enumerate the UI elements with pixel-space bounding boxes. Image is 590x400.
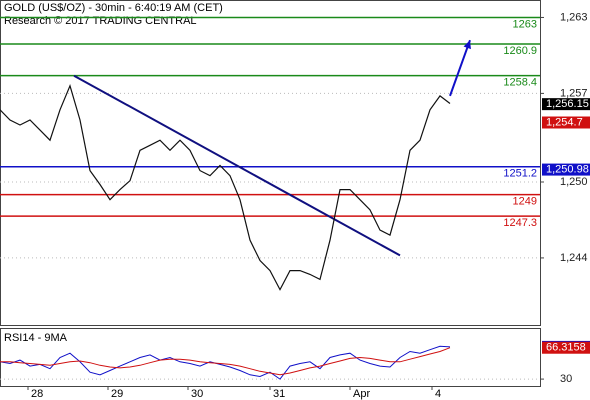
x-tick-label: Apr [353, 388, 370, 400]
price-tag-label: 1,256.15 [546, 98, 589, 110]
price-tag [542, 116, 590, 129]
arrow-head [463, 40, 471, 50]
level-label: 1260.9 [503, 45, 537, 57]
x-tick-label: 31 [273, 388, 285, 400]
trendline [73, 74, 401, 257]
rsi-panel [0, 328, 541, 387]
x-tick-label: 29 [111, 388, 123, 400]
rsi-title: RSI14 - 9MA [4, 332, 68, 344]
y-tick-label: 1,250 [560, 176, 588, 188]
chart-title: GOLD (US$/OZ) - 30min - 6:40:19 AM (CET) [4, 2, 223, 14]
level-label: 1258.4 [503, 77, 537, 89]
price-panel [0, 0, 541, 326]
price-line [0, 84, 451, 291]
price-tag [542, 98, 590, 111]
arrow [449, 39, 471, 97]
y-tick-label: 30 [560, 373, 572, 385]
x-tick-label: 28 [31, 388, 43, 400]
level-label: 1249 [513, 196, 537, 208]
price-tag-label: 1,250.98 [546, 163, 589, 175]
price-tag-label: 1,254.7 [546, 116, 583, 128]
price-tag-label: 66.3158 [546, 342, 586, 354]
x-tick-label: 30 [191, 388, 203, 400]
price-tag [542, 341, 590, 354]
level-label: 1247.3 [503, 217, 537, 229]
level-label: 1251.2 [503, 168, 537, 180]
level-label: 1263 [513, 18, 537, 30]
series-line [0, 345, 451, 380]
series-line [0, 347, 451, 376]
y-tick-label: 1,263 [560, 11, 588, 23]
price-tag [542, 163, 590, 176]
y-tick-label: 1,257 [560, 87, 588, 99]
x-tick-label: 4 [435, 388, 441, 400]
y-tick-label: 1,244 [560, 252, 588, 264]
